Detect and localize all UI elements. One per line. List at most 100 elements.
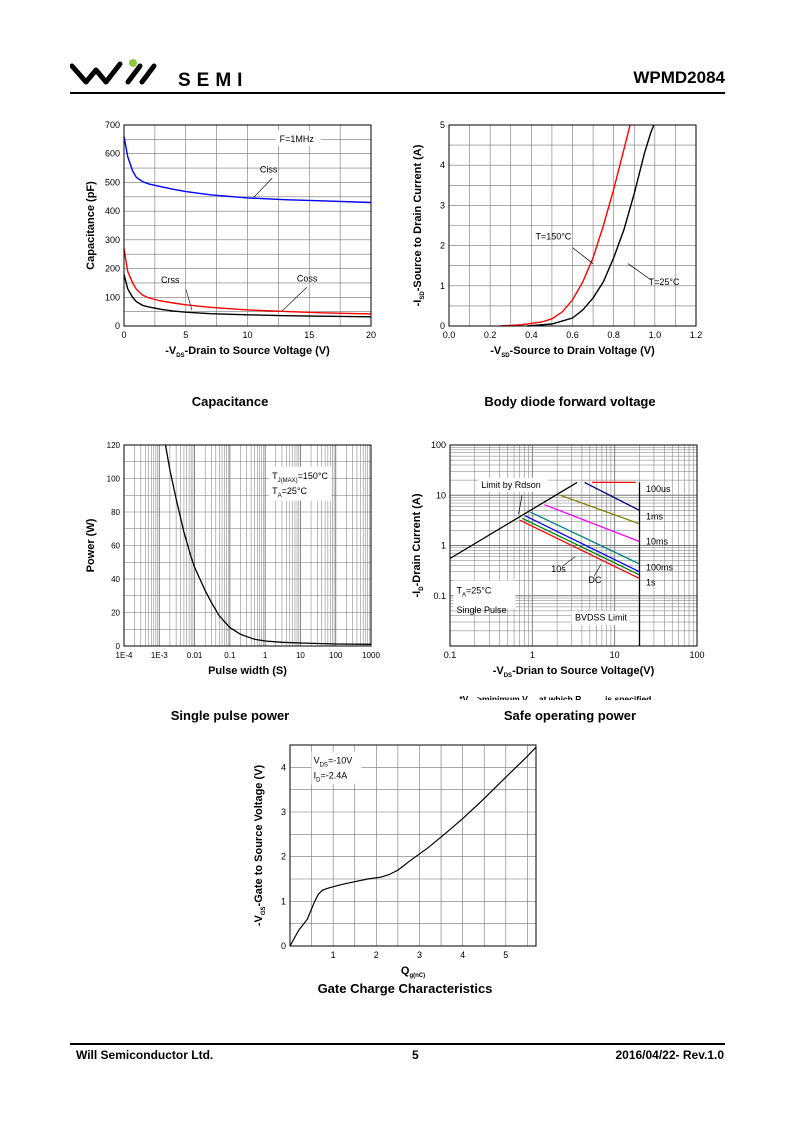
annotation-box (269, 466, 332, 501)
will-semi-logo (70, 59, 157, 85)
plot-frame (289, 744, 537, 947)
x-tick-label: 0.6 (566, 330, 579, 340)
x-axis-label: -VDS​-Drian to Source Voltage(V) (493, 665, 655, 679)
x-tick-label: 2 (374, 950, 379, 960)
series-line-2 (123, 248, 372, 315)
y-tick-label: 3 (281, 807, 286, 817)
series-label: 10ms (646, 536, 669, 546)
x-tick-label: 0.1 (444, 650, 457, 660)
annotation-id: ID​=-2.4A (314, 771, 348, 784)
x-tick-label: 3 (417, 950, 422, 960)
y-tick-label: 4 (440, 160, 445, 170)
y-axis-label: Capacitance (pF) (85, 181, 97, 270)
x-axis-label: -VSD​-Source to Drain Voltage (V) (490, 345, 655, 359)
series-label: 10s (551, 564, 566, 574)
caption-single-pulse: Single pulse power (170, 708, 290, 723)
rdson-label: Limit by Rdson (481, 480, 541, 490)
annotation-bg (275, 130, 321, 146)
y-tick-label: 0 (440, 321, 445, 331)
x-tick-label: 0.2 (484, 330, 497, 340)
x-tick-label: 0 (121, 330, 126, 340)
x-tick-label: 10 (296, 651, 305, 660)
dc-pointer (593, 564, 602, 577)
y-tick-label: 100 (105, 292, 120, 302)
series-line-2 (560, 494, 640, 525)
y-tick-label: 700 (105, 120, 120, 130)
series-label: Coss (297, 273, 318, 283)
x-tick-label: 0.0 (443, 330, 456, 340)
caption-capacitance: Capacitance (191, 394, 269, 409)
soa-note: *VGS​>minimum VGS​ at which RDS(ON)​ is … (459, 694, 651, 700)
crss-pointer (185, 288, 193, 311)
series-line-0 (449, 481, 578, 560)
y-tick-label: 0 (115, 321, 120, 331)
series-line-0 (289, 746, 537, 947)
document-id: WPMD2084 (633, 68, 725, 87)
y-tick-label: 2 (281, 852, 286, 862)
series-line-0 (123, 136, 372, 204)
annotation-single-pulse: Single Pulse (457, 605, 507, 615)
annotation-vds: VDS​=-10V (314, 756, 353, 769)
x-tick-label: 20 (366, 330, 376, 340)
y-axis-label: -VGS​-Gate to Source Voltage (V) (253, 765, 267, 927)
annotation-tj: TJ(MAX)​=150°C (272, 471, 328, 484)
x-axis-label: Pulse width (S) (208, 665, 287, 677)
series-line-1 (584, 481, 640, 511)
y-tick-label: 10 (436, 490, 446, 500)
footer-company: Will Semiconductor Ltd. (76, 1048, 214, 1062)
y-tick-label: 0 (116, 642, 121, 651)
series-line-0 (500, 124, 631, 327)
series-label: T=150°C (535, 232, 571, 242)
coss-pointer (281, 287, 307, 312)
footer-rule (70, 1043, 725, 1045)
y-tick-label: 60 (111, 542, 120, 551)
x-tick-label: 1.0 (649, 330, 662, 340)
body-diode-chart: 0.0 0.2 0.4 0.6 0.8 1.0 1.2 0 1 2 3 4 5 -VSD​-Source … (412, 120, 702, 359)
plot-frame (123, 444, 372, 647)
x-tick-label: 100 (689, 650, 704, 660)
footer-page-number: 5 (412, 1048, 419, 1062)
ciss-pointer (253, 177, 273, 198)
plot-frame (123, 124, 372, 327)
series-line-4 (530, 511, 640, 565)
x-tick-label: 100 (329, 651, 343, 660)
gate-charge-chart: 1 2 3 4 5 0 1 2 3 4 Qg(nC)​ -VGS​-Gate to Source Vo… (253, 744, 537, 979)
x-tick-label: 1 (331, 950, 336, 960)
y-tick-label: 2 (440, 241, 445, 251)
soa-chart: 0.1 1 10 100 0.1 1 10 100 -VDS​-Drian to Source … (411, 440, 705, 700)
x-tick-label: 0.4 (525, 330, 538, 340)
annotation-box (311, 751, 362, 784)
gridlines (449, 125, 696, 326)
caption-soa: Safe operating power (503, 708, 637, 723)
y-axis-label: -ID​-Drain Current (A) (411, 493, 425, 597)
series-line-7 (519, 519, 640, 580)
y-tick-label: 0.1 (433, 591, 446, 601)
series-label: 1ms (646, 511, 664, 521)
series-line-3 (544, 504, 640, 543)
y-tick-label: 4 (281, 762, 286, 772)
y-tick-label: 400 (105, 206, 120, 216)
y-tick-label: 500 (105, 177, 120, 187)
x-tick-label: 0.1 (224, 651, 236, 660)
y-tick-label: 200 (105, 264, 120, 274)
series-label: Crss (161, 275, 180, 285)
gridlines (450, 445, 697, 646)
series-label: 100ms (646, 562, 674, 572)
x-tick-label: 4 (460, 950, 465, 960)
y-axis-label: Power (W) (85, 518, 97, 572)
y-tick-label: 3 (440, 200, 445, 210)
single-pulse-chart: 1E-4 1E-3 0.01 0.1 1 10 100 1000 0 20 40 60 80 100 120… (85, 441, 380, 677)
y-axis-label: -ISD​-Source to Drain Current (A) (412, 144, 426, 306)
x-axis-label: -VDS​-Drain to Source Voltage (V) (165, 345, 330, 359)
x-tick-label: 0.8 (607, 330, 620, 340)
annotation-freq: F=1MHz (280, 134, 315, 144)
y-tick-label: 100 (431, 440, 446, 450)
x-tick-label: 1 (263, 651, 268, 660)
caption-gate-charge: Gate Charge Characteristics (317, 981, 493, 996)
logo-text: SEMI (178, 70, 249, 91)
x-tick-label: 1 (530, 650, 535, 660)
series-label: 100us (646, 484, 671, 494)
series-line-1 (527, 124, 655, 327)
y-tick-label: 40 (111, 575, 120, 584)
plot-frame (448, 124, 697, 327)
